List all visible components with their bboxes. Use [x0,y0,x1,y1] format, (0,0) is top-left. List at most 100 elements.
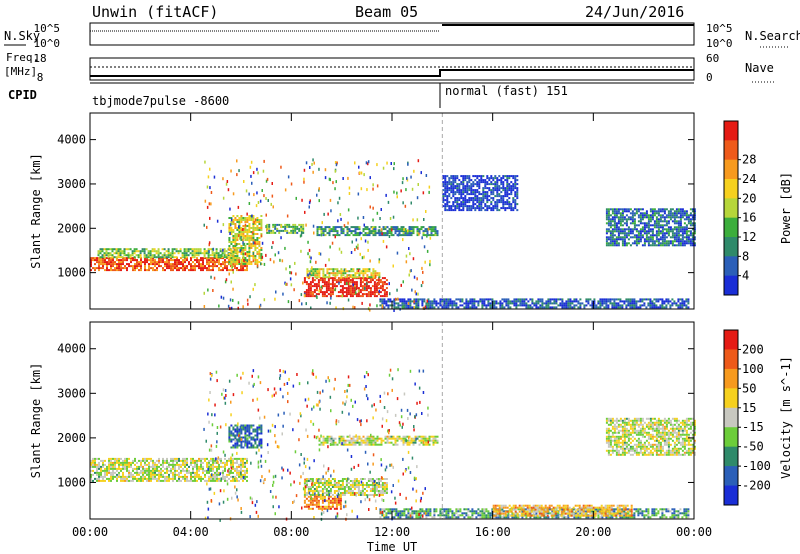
colorbar-tick-label: 8 [742,249,749,263]
y-tick-label: 3000 [57,386,86,400]
colorbar-frame [723,120,739,296]
colorbar-swatch [724,140,738,161]
colorbar-swatch [724,256,738,277]
colorbar-tick-label: 50 [742,381,756,395]
velocity-echo-region [228,424,263,449]
velocity-echo-region [90,457,248,482]
velocity-frame [89,321,695,520]
colorbar-swatch [724,330,738,350]
freq-tick-bottom: 8 [37,71,44,84]
colorbar-swatch [724,217,738,238]
date-title: 24/Jun/2016 [585,3,684,21]
colorbar-tick-label: 20 [742,191,756,205]
y-tick-label: 2000 [57,431,86,445]
velocity-panel: 1000 2000 3000 4000 00:00 04:00 08:00 12:00 16:0… [29,321,793,539]
nsearch-label: N.Search [745,29,800,43]
colorbar-swatch [724,446,738,467]
freq-label: Freq. [6,51,39,64]
colorbar-frame [723,329,739,506]
colorbar-swatch [724,198,738,219]
colorbar-swatch [724,179,738,199]
colorbar-tick-label: -15 [742,420,764,434]
power-echo-region [442,175,519,212]
y-tick-label: 3000 [57,177,86,191]
colorbar-swatch [724,388,738,409]
power-echo-region [97,248,238,259]
colorbar-swatch [724,237,738,257]
cpid-label: CPID [8,88,37,102]
nsky-tick-top: 10^5 [34,22,61,35]
nsearch-tick-top: 10^5 [706,22,733,35]
power-echoes [90,158,696,312]
nave-label: Nave [745,61,774,75]
cpid-mode-2: normal (fast) 151 [445,84,568,98]
power-echo-region [90,257,248,272]
power-frame [89,112,695,310]
colorbar-tick-label: 16 [742,211,756,225]
y-tick-label: 1000 [57,266,86,280]
velocity-colorbar: 200 100 50 15 -15 -50 -100 -200 Velocity [m s^-1… [723,329,793,506]
power-echo-region [228,215,263,265]
colorbar-title: Velocity [m s^-1] [779,356,793,479]
station-title: Unwin (fitACF) [92,3,218,21]
y-tick-label: 4000 [57,342,86,356]
y-axis-title: Slant Range [km] [29,153,43,269]
colorbar-swatch [724,368,738,389]
colorbar-tick-label: 15 [742,401,756,415]
power-echo-region [379,298,690,309]
power-panel: 1000 2000 3000 4000 Slant Range [km] 4 8 12 16 20… [29,112,793,312]
velocity-echoes [90,368,696,522]
cpid-mode-1: tbjmode7pulse -8600 [92,94,229,108]
velocity-echo-region [316,435,439,446]
colorbar-title: Power [dB] [779,172,793,244]
colorbar-swatch [724,485,738,506]
x-tick-label: 12:00 [374,525,410,539]
colorbar-swatch [724,427,738,448]
x-tick-label: 20:00 [575,525,611,539]
x-axis-title: Time UT [367,540,418,554]
colorbar-tick-label: -100 [742,459,771,473]
velocity-echo-region [303,478,388,496]
colorbar-swatch [724,466,738,487]
colorbar-tick-label: 24 [742,172,756,186]
velocity-echo-region [605,417,696,456]
power-echo-region [266,223,305,234]
y-tick-label: 1000 [57,475,86,489]
nave-tick-top: 60 [706,52,719,65]
freq-unit: [MHz] [4,65,37,78]
colorbar-swatch [724,349,738,370]
cpid-strip: CPID tbjmode7pulse -8600 normal (fast) 1… [8,82,694,108]
x-tick-label: 08:00 [273,525,309,539]
colorbar-tick-label: 100 [742,362,764,376]
y-tick-label: 4000 [57,133,86,147]
power-echo-region [303,277,388,298]
colorbar-tick-label: 4 [742,269,749,283]
velocity-echo-region [492,504,633,517]
beam-title: Beam 05 [355,3,418,21]
x-tick-label: 16:00 [475,525,511,539]
colorbar-tick-label: 200 [742,342,764,356]
y-tick-label: 2000 [57,221,86,235]
nsky-tick-bottom: 10^0 [34,37,61,50]
x-tick-label: 00:00 [676,525,712,539]
velocity-scatter-noise [203,368,430,522]
nave-tick-bottom: 0 [706,71,713,84]
colorbar-tick-label: 12 [742,230,756,244]
power-echo-region [316,226,439,237]
colorbar-tick-label: -50 [742,440,764,454]
colorbar-swatch [724,407,738,428]
power-echo-region [306,268,381,279]
y-axis-title: Slant Range [km] [29,363,43,479]
colorbar-swatch [724,121,738,141]
freq-tick-top: 18 [33,52,46,65]
nsky-strip: 10^5 10^0 10^5 10^0 N.Sky N.Search [4,22,800,50]
colorbar-swatch [724,159,738,180]
power-colorbar: 4 8 12 16 20 24 28 Power [dB] [723,120,793,296]
nsearch-tick-bottom: 10^0 [706,37,733,50]
power-scatter-noise [203,158,432,312]
colorbar-swatch [724,275,738,296]
nsky-label: N.Sky [4,29,40,43]
colorbar-tick-label: 28 [742,153,756,167]
x-tick-label: 04:00 [173,525,209,539]
